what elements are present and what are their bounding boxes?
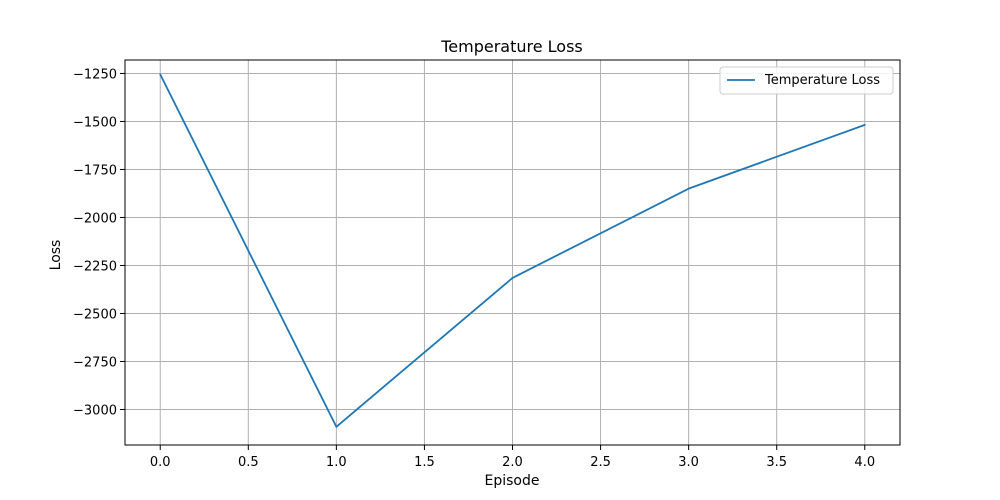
x-tick-label: 0.5 <box>238 455 259 470</box>
y-tick-label: −2750 <box>73 355 117 370</box>
x-tick-label: 1.5 <box>414 455 435 470</box>
y-tick-label: −1750 <box>73 163 117 178</box>
y-tick-label: −2250 <box>73 259 117 274</box>
x-tick-label: 1.0 <box>326 455 347 470</box>
x-tick-label: 2.5 <box>590 455 611 470</box>
y-tick-label: −3000 <box>73 403 117 418</box>
y-axis-ticks: −3000 −2750 −2500 −2250 −2000 −1750 −1500 −1250 <box>73 67 125 418</box>
x-tick-label: 3.5 <box>766 455 787 470</box>
data-point <box>511 277 514 279</box>
y-axis-label: Loss <box>48 240 64 271</box>
chart-title: Temperature Loss <box>440 37 583 56</box>
grid <box>125 60 900 445</box>
x-tick-label: 0.0 <box>150 455 171 470</box>
y-tick-label: −1500 <box>73 115 117 130</box>
data-point <box>863 124 866 126</box>
y-tick-label: −2000 <box>73 211 117 226</box>
x-tick-label: 2.0 <box>502 455 523 470</box>
y-tick-label: −1250 <box>73 67 117 82</box>
legend: Temperature Loss <box>719 66 894 95</box>
y-tick-label: −2500 <box>73 307 117 322</box>
data-point <box>335 425 338 428</box>
x-tick-label: 4.0 <box>854 455 875 470</box>
series-layer <box>159 73 866 428</box>
legend-box <box>719 66 894 95</box>
x-axis-ticks: 0.0 0.5 1.0 1.5 2.0 2.5 3.0 3.5 4.0 <box>150 445 875 470</box>
x-tick-label: 3.0 <box>678 455 699 470</box>
legend-label: Temperature Loss <box>764 73 880 88</box>
data-point <box>687 187 690 190</box>
data-point <box>159 73 162 76</box>
x-axis-label: Episode <box>485 473 540 489</box>
